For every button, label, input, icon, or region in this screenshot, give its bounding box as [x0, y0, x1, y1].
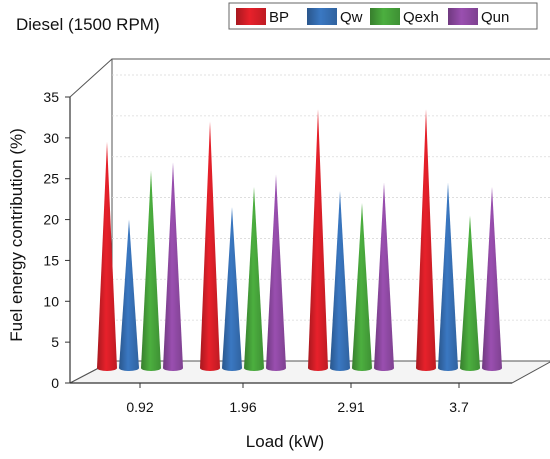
- cone-Qun-2.91: [374, 182, 394, 371]
- y-tick-label: 25: [43, 171, 59, 187]
- legend-swatch-qexh: [370, 8, 400, 25]
- legend-label-qexh: Qexh: [403, 9, 439, 26]
- y-tick-label: 20: [43, 212, 59, 228]
- y-tick-label: 30: [43, 130, 59, 146]
- cone-body: [460, 215, 480, 371]
- x-tick-label: 3.7: [449, 399, 469, 415]
- cone-body: [374, 182, 394, 371]
- x-axis-ticks: 0.92 1.96 2.91 3.7: [126, 383, 469, 415]
- cone-body: [330, 190, 350, 371]
- cone-BP-0.92: [97, 141, 117, 371]
- cone-body: [163, 162, 183, 371]
- cone-BP-1.96: [200, 121, 220, 371]
- cone-Qw-2.91: [330, 190, 350, 371]
- grid-lines: [112, 74, 550, 321]
- legend: BP Qw Qexh Qun: [228, 2, 538, 30]
- x-axis-label: Load (kW): [246, 432, 324, 451]
- cone-Qexh-2.91: [352, 203, 372, 371]
- legend-swatch-qun: [448, 8, 478, 25]
- cone-Qun-0.92: [163, 162, 183, 371]
- cone-BP-3.7: [416, 109, 436, 371]
- legend-swatch-bp: [236, 8, 266, 25]
- cone-body: [200, 121, 220, 371]
- cone-body: [266, 174, 286, 371]
- cone-Qun-3.7: [482, 186, 502, 371]
- depth-edge-top: [69, 58, 113, 98]
- y-tick-label: 10: [43, 293, 59, 309]
- cone-body: [438, 182, 458, 371]
- cone-body: [141, 170, 161, 371]
- cone-Qw-1.96: [222, 207, 242, 371]
- cone-Qun-1.96: [266, 174, 286, 371]
- cone-body: [352, 203, 372, 371]
- legend-label-qw: Qw: [340, 9, 363, 26]
- x-tick-label: 0.92: [126, 399, 153, 415]
- chart-title: Diesel (1500 RPM): [16, 15, 160, 34]
- legend-label-bp: BP: [269, 9, 289, 26]
- cone-BP-2.91: [308, 109, 328, 371]
- cone-Qw-0.92: [119, 219, 139, 371]
- cone-Qexh-3.7: [460, 215, 480, 371]
- cone-body: [119, 219, 139, 371]
- cone-marks: [97, 109, 502, 371]
- cone-body: [97, 141, 117, 371]
- cone-Qexh-0.92: [141, 170, 161, 371]
- x-tick-label: 2.91: [337, 399, 364, 415]
- cone-body: [416, 109, 436, 371]
- legend-swatch-qw: [307, 8, 337, 25]
- cone-Qexh-1.96: [244, 186, 264, 371]
- cone-body: [244, 186, 264, 371]
- legend-label-qun: Qun: [481, 9, 509, 26]
- y-tick-label: 15: [43, 252, 59, 268]
- cone-body: [308, 109, 328, 371]
- y-tick-label: 5: [51, 334, 59, 350]
- y-axis-ticks: 0 5 10 15 20 25 30 35: [43, 89, 70, 391]
- cone-Qw-3.7: [438, 182, 458, 371]
- x-tick-label: 1.96: [229, 399, 256, 415]
- cone-body: [482, 186, 502, 371]
- cone-body: [222, 207, 242, 371]
- y-tick-label: 35: [43, 89, 59, 105]
- y-tick-label: 0: [51, 375, 59, 391]
- y-axis-label: Fuel energy contribution (%): [7, 128, 26, 342]
